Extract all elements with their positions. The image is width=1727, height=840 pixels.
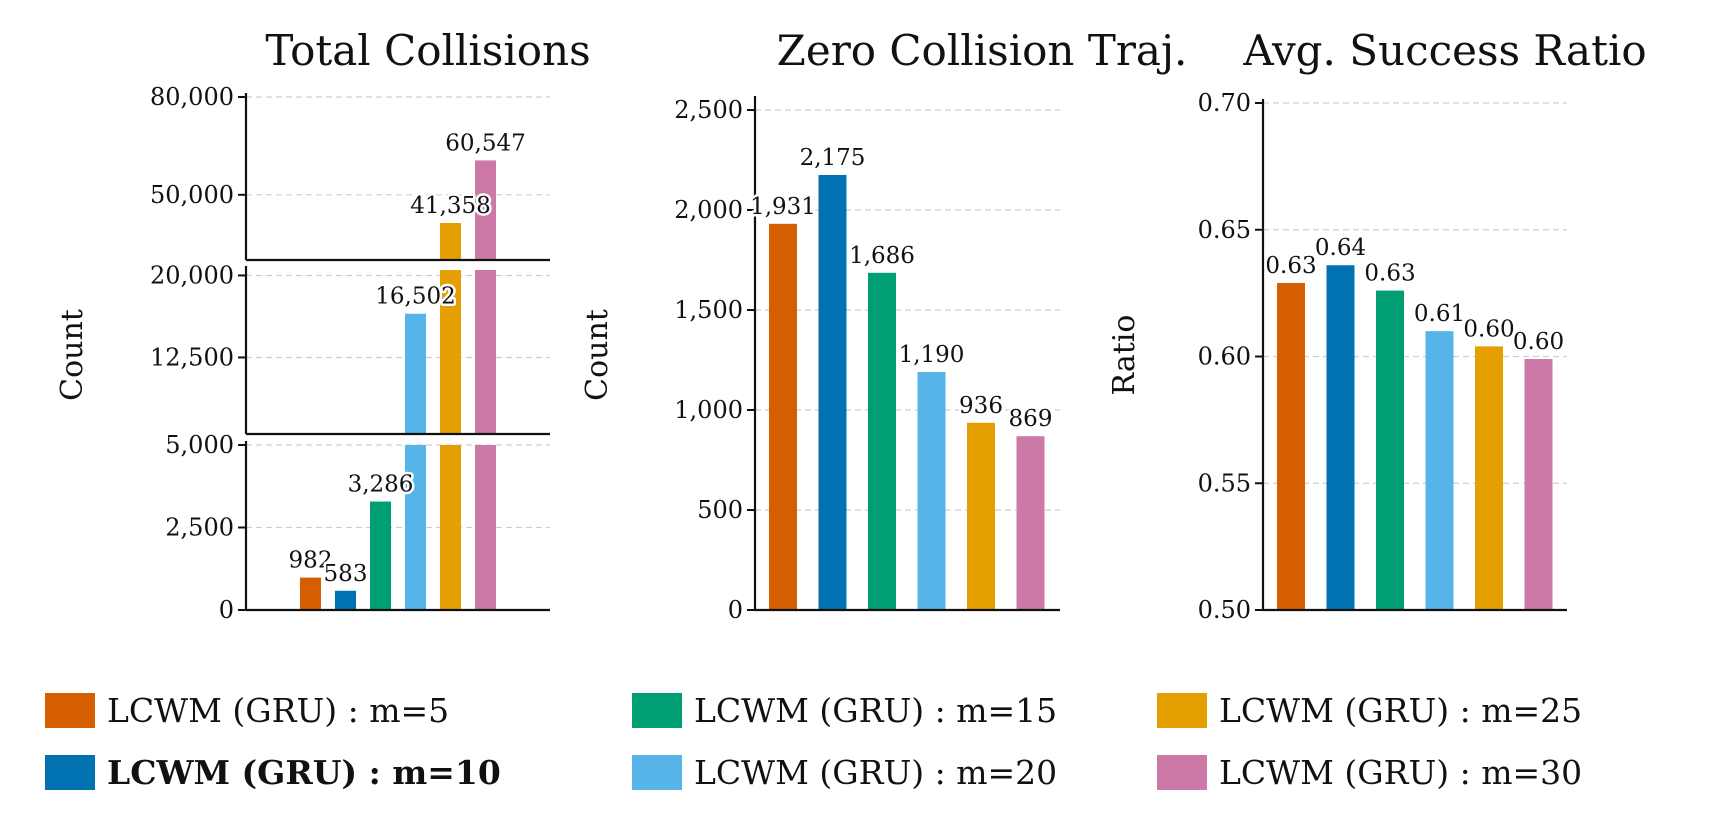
data-label-m=15: 0.63 [1364,261,1415,287]
data-label-m=10: 2,175 [800,145,866,171]
bar-m=30 [475,270,496,434]
bar-m=15 [1376,290,1404,610]
bar-m=15 [370,501,391,610]
data-label-m=15: 1,686 [849,243,915,269]
y-tick-label: 1,500 [674,296,743,324]
data-label-m=25: 0.60 [1463,316,1514,342]
legend-item: LCWM (GRU) : m=15 [632,690,1057,730]
bar-m=25 [440,445,461,610]
y-tick-label: 2,500 [165,514,234,542]
y-tick-label: 20,000 [150,261,234,289]
bar-m=30 [475,160,496,260]
legend-swatch [1157,692,1207,728]
bar-m=15 [868,272,896,610]
y-tick-label: 12,500 [150,343,234,371]
bar-m=30 [1524,359,1553,610]
data-label-m=10: 0.64 [1315,235,1366,261]
y-tick-label: 0.50 [1198,596,1251,624]
y-axis-label-1: Count [55,309,90,401]
data-label-m=30: 60,547 [445,130,525,156]
legend-item: LCWM (GRU) : m=25 [1157,690,1582,730]
y-tick-label: 0.55 [1198,469,1251,497]
y-axis-label-3: Ratio [1107,315,1142,396]
legend-swatch [45,754,95,790]
data-label-m=20: 1,190 [899,342,965,368]
bar-m=30 [1016,436,1045,610]
y-axis-label-2: Count [580,309,615,401]
legend-label: LCWM (GRU) : m=25 [1219,690,1583,730]
y-tick-label: 0.60 [1198,343,1251,371]
legend-label: LCWM (GRU) : m=30 [1219,752,1583,792]
y-tick-label: 1,000 [674,396,743,424]
bar-m=10 [335,590,356,610]
data-label-m=30: 0.60 [1513,329,1564,355]
bar-m=20 [1425,331,1454,610]
y-tick-label: 0.65 [1198,216,1251,244]
bar-m=20 [405,445,426,610]
y-tick-label: 50,000 [150,181,234,209]
bar-m=25 [440,222,461,260]
legend-item: LCWM (GRU) : m=20 [632,752,1057,792]
bar-m=5 [300,577,321,610]
y-tick-label: 5,000 [165,431,234,459]
legend-item: LCWM (GRU) : m=30 [1157,752,1582,792]
chart-title-3: Avg. Success Ratio [1242,26,1646,75]
legend-swatch [1157,754,1207,790]
legend-label: LCWM (GRU) : m=15 [694,690,1058,730]
y-tick-label: 0 [219,596,234,624]
figure: Total Collisions Count 50,000 80,000 41,358 6… [55,26,1647,624]
legend-swatch [632,692,682,728]
data-label-m=20: 0.61 [1414,301,1465,327]
legend-item: LCWM (GRU) : m=10 [45,752,501,792]
bar-m=10 [1326,265,1355,610]
y-tick-label: 80,000 [150,83,234,111]
bar-m=20 [405,313,426,434]
bar-m=25 [1475,346,1503,610]
legend-item: LCWM (GRU) : m=5 [45,690,449,730]
data-label-m=25: 936 [959,393,1003,419]
chart-title-1: Total Collisions [265,26,590,75]
y-tick-label: 0 [728,596,743,624]
data-label-m=10: 583 [324,561,368,587]
chart-title-2: Zero Collision Traj. [777,26,1188,75]
data-label-m=5: 1,931 [750,194,816,220]
bar-m=25 [440,270,461,434]
bar-m=10 [818,175,847,610]
data-label-m=5: 0.63 [1265,253,1316,279]
bar-m=20 [917,372,946,610]
legend-label: LCWM (GRU) : m=5 [107,690,450,730]
data-label-m=5: 982 [289,548,333,574]
data-label-m=20: 16,502 [375,284,455,310]
data-label-m=15: 3,286 [348,472,414,498]
bar-m=5 [769,223,797,611]
y-tick-label: 500 [697,496,743,524]
bar-m=30 [475,445,496,610]
legend-label: LCWM (GRU) : m=20 [694,752,1058,792]
y-tick-label: 2,000 [674,196,743,224]
legend-label: LCWM (GRU) : m=10 [107,752,501,792]
bar-m=25 [967,422,995,610]
y-tick-label: 0.70 [1198,89,1251,117]
y-tick-label: 2,500 [674,96,743,124]
bar-m=5 [1277,282,1305,610]
legend-swatch [45,692,95,728]
legend: LCWM (GRU) : m=5 LCWM (GRU) : m=10 LCWM (G… [0,680,1727,810]
data-label-m=30: 869 [1009,406,1053,432]
legend-swatch [632,754,682,790]
data-label-m=25: 41,358 [410,193,490,219]
